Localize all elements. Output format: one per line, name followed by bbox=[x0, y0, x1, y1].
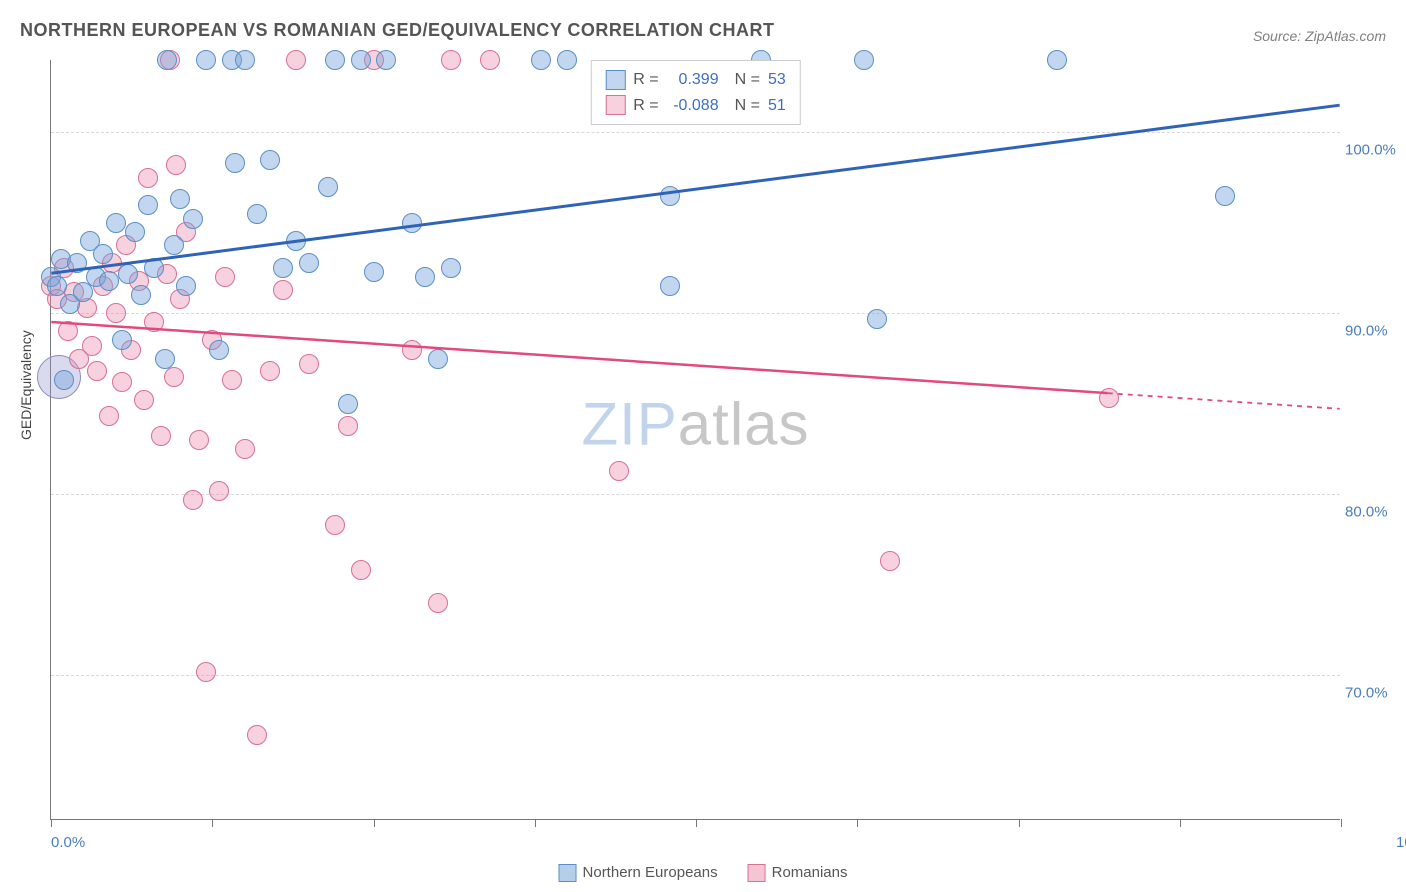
series-legend: Northern Europeans Romanians bbox=[559, 864, 848, 882]
legend-item: Northern Europeans bbox=[559, 864, 718, 882]
legend-r-value: 0.399 bbox=[667, 67, 719, 93]
y-tick-label: 70.0% bbox=[1345, 685, 1400, 702]
legend-item: Romanians bbox=[748, 864, 848, 882]
legend-swatch-blue bbox=[605, 70, 625, 90]
legend-swatch-pink bbox=[605, 95, 625, 115]
source-credit: Source: ZipAtlas.com bbox=[1253, 28, 1386, 44]
legend-n-value: 53 bbox=[768, 67, 786, 93]
x-tick bbox=[696, 819, 697, 827]
legend-r-label: R = bbox=[633, 67, 658, 93]
x-tick bbox=[1341, 819, 1342, 827]
plot-area: R = 0.399 N = 53 R = -0.088 N = 51 ZIPat… bbox=[50, 60, 1340, 820]
legend-swatch-pink bbox=[748, 864, 766, 882]
y-tick-label: 80.0% bbox=[1345, 504, 1400, 521]
legend-n-label: N = bbox=[735, 93, 760, 119]
x-tick bbox=[857, 819, 858, 827]
correlation-legend: R = 0.399 N = 53 R = -0.088 N = 51 bbox=[590, 60, 800, 125]
legend-label: Romanians bbox=[772, 864, 848, 881]
chart-title: NORTHERN EUROPEAN VS ROMANIAN GED/EQUIVA… bbox=[20, 20, 775, 41]
x-tick bbox=[535, 819, 536, 827]
legend-n-label: N = bbox=[735, 67, 760, 93]
y-axis-label: GED/Equivalency bbox=[18, 330, 34, 440]
x-tick bbox=[1019, 819, 1020, 827]
legend-swatch-blue bbox=[559, 864, 577, 882]
x-tick bbox=[212, 819, 213, 827]
legend-label: Northern Europeans bbox=[583, 864, 718, 881]
x-tick bbox=[1180, 819, 1181, 827]
trend-line bbox=[51, 105, 1339, 273]
y-tick-label: 100.0% bbox=[1345, 142, 1400, 159]
trend-lines bbox=[51, 60, 1340, 819]
x-tick bbox=[51, 819, 52, 827]
legend-r-label: R = bbox=[633, 93, 658, 119]
legend-r-value: -0.088 bbox=[667, 93, 719, 119]
trend-line bbox=[51, 322, 1107, 393]
x-tick-label: 0.0% bbox=[51, 834, 85, 851]
trend-line-dashed bbox=[1108, 393, 1340, 409]
y-tick-label: 90.0% bbox=[1345, 323, 1400, 340]
legend-row: R = 0.399 N = 53 bbox=[605, 67, 785, 93]
x-tick bbox=[374, 819, 375, 827]
legend-row: R = -0.088 N = 51 bbox=[605, 93, 785, 119]
legend-n-value: 51 bbox=[768, 93, 786, 119]
